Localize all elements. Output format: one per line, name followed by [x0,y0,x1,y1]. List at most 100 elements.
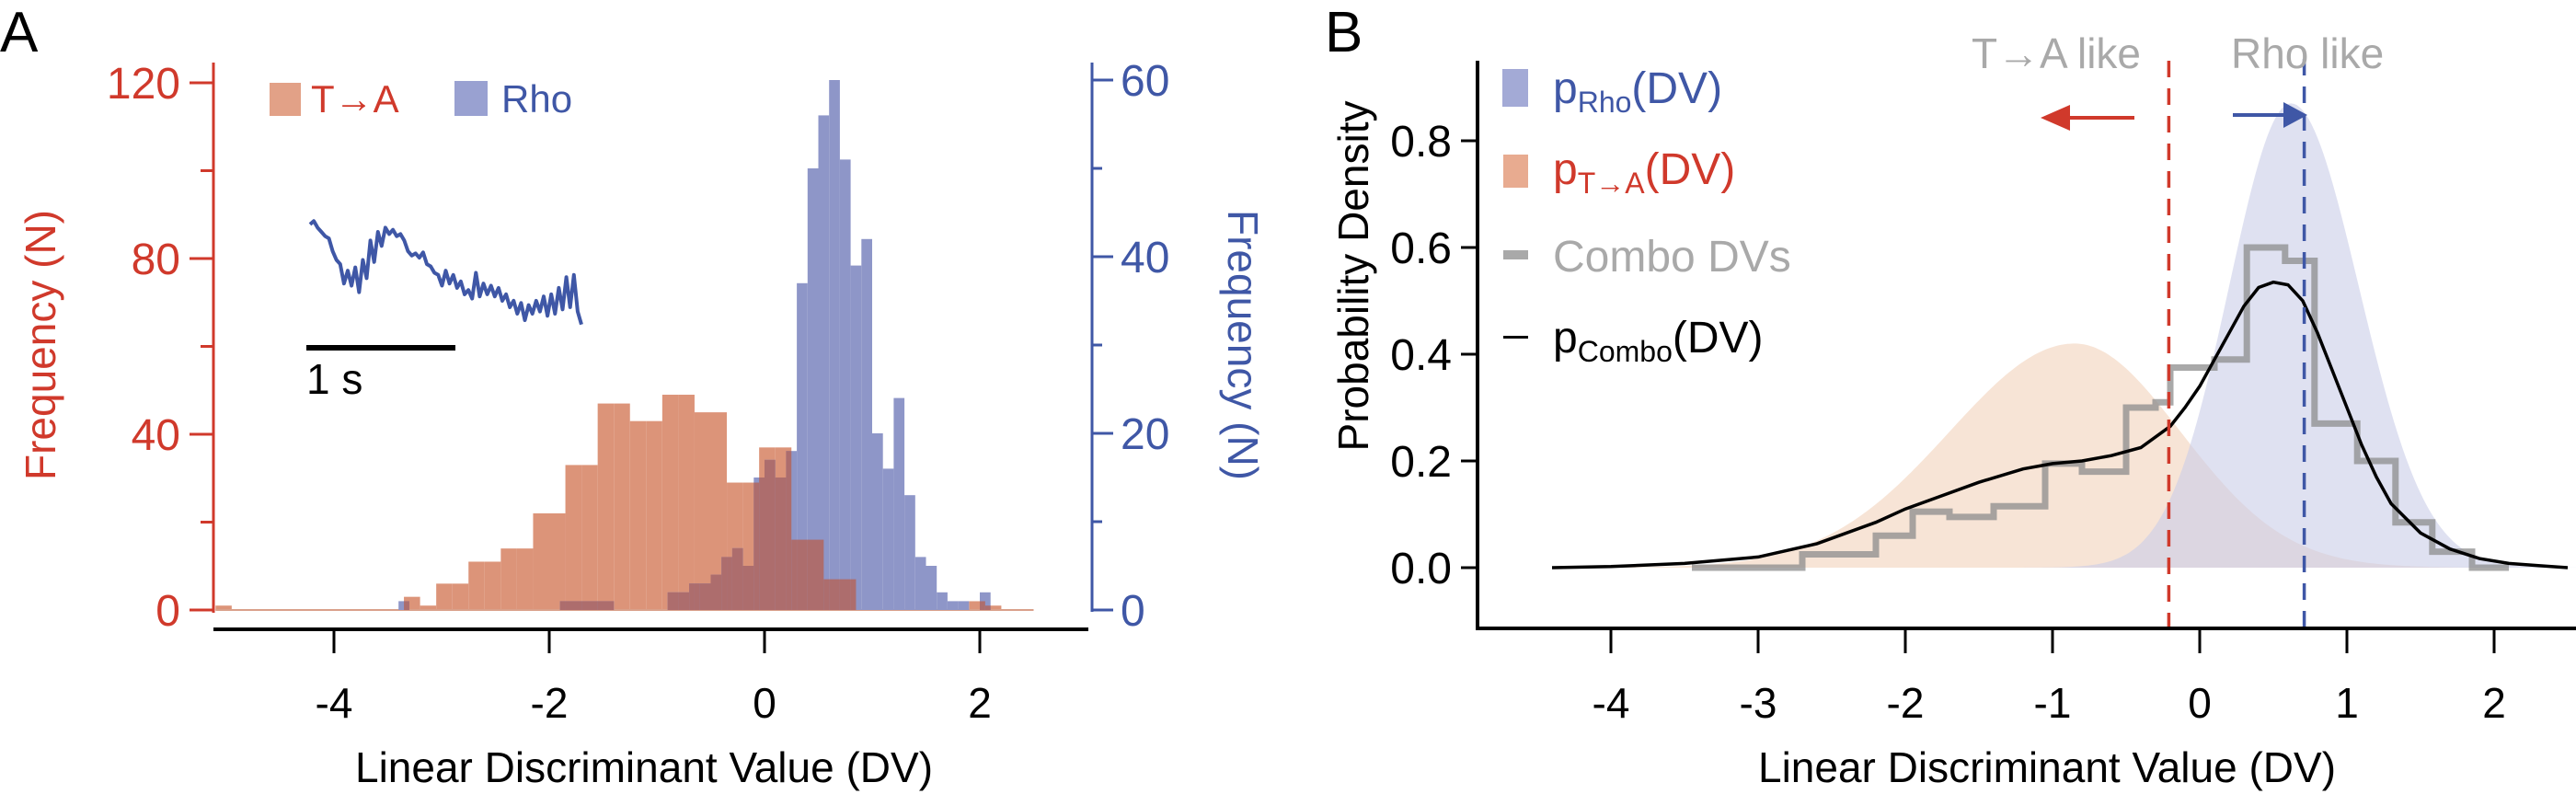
combo-density-line [1551,280,2569,570]
overlap-bar [404,601,409,610]
rho-bar [839,159,851,610]
rho-bar [882,468,894,610]
x-axis-tick-label: 2 [2482,679,2506,727]
rho-bar [829,80,840,610]
x-axis-label: Linear Discriminant Value (DV) [355,743,933,791]
legend-label-combo-density: pCombo(DV) [1553,314,1764,368]
overlap-bar [689,583,695,610]
ta-bar [984,605,1002,610]
ta-bar [969,601,985,610]
y-axis-label: Probability Density [1329,101,1377,452]
overlap-bar [807,539,819,610]
ta-bar [484,561,501,610]
y-axis-tick-label: 0.0 [1390,545,1452,593]
ta-bar [215,605,232,610]
overlap-bar [984,605,991,610]
ta-bar [452,583,469,610]
overlap-bar [791,539,798,610]
y-axis-tick-label: 0.6 [1390,224,1452,273]
overlap-bar [678,592,690,610]
scale-bar-label: 1 s [306,355,362,403]
overlap-bar [765,459,776,610]
ta-bar [565,465,582,610]
y-axis-tick-label: 0.4 [1390,331,1452,380]
x-axis: -4 -2 0 2 [213,627,1088,727]
ta-bar [420,605,437,610]
overlap-bar [742,566,754,610]
legend: T→A Rho [270,77,572,121]
rho-density-area [1537,103,2576,568]
right-y-axis-label: Frequency (N) [1219,210,1267,480]
x-axis-tick-label: -1 [2034,679,2072,727]
overlap-bar [980,601,985,610]
overlap-bar [699,583,711,610]
panel-a-label: A [0,1,39,64]
combo-dv-step-histogram [1692,244,2509,571]
rho-bar [872,433,883,610]
right-axis-tick-label: 40 [1121,234,1169,282]
rho-bar [861,238,872,610]
ta-bar [614,403,630,610]
annotation-ta-like: T→A like [1972,29,2141,77]
legend-label-rho: pRho(DV) [1553,64,1722,119]
ta-bar [694,412,711,610]
inset-trace-line [308,219,583,326]
overlap-bar [559,601,566,610]
overlap-bar [597,601,604,610]
legend-swatch-rho [454,81,488,116]
overlap-bar [850,579,857,610]
axes: 0.0 0.2 0.4 0.6 0.8 -4 -3 -2 -1 0 1 2 [1390,61,2576,727]
inset-trace: 1 s [306,219,583,403]
overlap-bar [797,539,808,610]
ta-bar [661,395,679,610]
overlap-bar [694,583,700,610]
left-axis-tick-label: 40 [132,411,180,460]
overlap-bar [818,539,824,610]
left-axis-tick-label: 0 [155,587,180,636]
x-axis-tick-label: 1 [2335,679,2359,727]
rho-bar [947,601,959,610]
overlap-bar [603,601,615,610]
right-axis-tick-label: 0 [1121,587,1145,636]
rho-bar [958,601,970,610]
x-axis-tick-label: -4 [1593,679,1630,727]
y-axis-tick-label: 0.2 [1390,438,1452,487]
ta-bar [581,465,598,610]
ta-bar [516,548,534,610]
x-axis-tick-label: -2 [1887,679,1925,727]
rho-bar [818,115,830,610]
x-axis-tick-label: 2 [968,679,992,727]
ta-density-area [1537,343,2576,568]
ta-bar [646,420,662,610]
rho-bar [797,282,808,610]
rho-bar [914,557,926,610]
right-y-axis: 0 20 40 60 [1090,57,1169,636]
overlap-histogram [404,451,991,610]
legend-label-ta: T→A [311,77,399,121]
arrow-right-icon [2233,102,2307,128]
legend-swatch-combo-density [1503,336,1528,339]
overlap-bar [721,557,728,610]
overlap-bar [667,592,679,610]
legend-swatch-ta [1503,155,1528,188]
ta-bar [597,403,615,610]
x-axis-tick-label: 0 [753,679,776,727]
overlap-bar [727,557,732,610]
rho-bar [980,592,991,610]
legend-swatch-ta [270,83,301,116]
legend-swatch-combo-dvs [1503,250,1528,259]
left-axis-tick-label: 120 [107,60,180,109]
rho-bar [904,495,915,610]
overlap-bar [839,579,851,610]
left-axis-tick-label: 80 [132,236,180,284]
rho-bar [807,168,819,610]
overlap-bar [829,579,840,610]
overlap-bar [581,601,598,610]
x-axis-label: Linear Discriminant Value (DV) [1758,743,2336,791]
overlap-bar [775,478,787,610]
overlap-bar [753,482,760,610]
ta-bar [629,420,647,610]
rho-bar [926,566,937,610]
left-y-axis-label: Frequency (N) [17,210,64,480]
